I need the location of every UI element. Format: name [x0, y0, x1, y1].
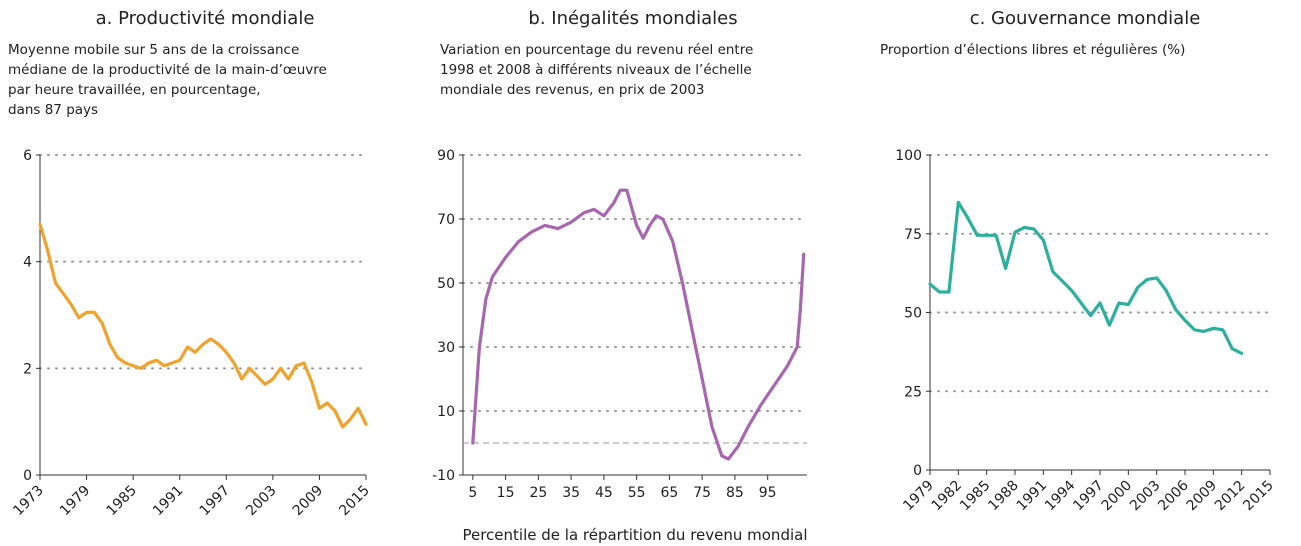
x-tick-label: 95 — [759, 485, 777, 501]
x-tick-label: 25 — [529, 485, 547, 501]
x-tick-label: 2003 — [1127, 478, 1164, 515]
y-tick-label: 30 — [437, 340, 455, 356]
subtitle: médiane de la productivité de la main-d’… — [8, 62, 327, 78]
x-tick-label: 1982 — [929, 478, 966, 515]
y-tick-label: 70 — [437, 212, 455, 228]
y-tick-label: 100 — [895, 148, 922, 164]
subtitle: Variation en pourcentage du revenu réel … — [440, 42, 753, 58]
y-tick-label: 90 — [437, 148, 455, 164]
x-tick-label: 1985 — [103, 483, 140, 520]
y-tick-label: 75 — [904, 227, 922, 243]
data-line — [38, 222, 368, 429]
y-tick-label: 0 — [913, 463, 922, 479]
x-tick-label: 2009 — [1184, 478, 1221, 515]
y-tick-label: 50 — [904, 306, 922, 322]
y-tick-label: 0 — [23, 468, 32, 484]
subtitle: mondiale des revenus, en prix de 2003 — [440, 82, 705, 98]
subtitle: Moyenne mobile sur 5 ans de la croissanc… — [8, 42, 299, 58]
x-tick-label: 2015 — [336, 483, 373, 520]
x-tick-label: 1997 — [1070, 478, 1107, 515]
chart-title: b. Inégalités mondiales — [528, 8, 737, 29]
x-tick-label: 1997 — [197, 483, 234, 520]
x-axis-label: Percentile de la répartition du revenu m… — [462, 526, 807, 544]
x-tick-label: 85 — [726, 485, 744, 501]
x-tick-label: 2000 — [1099, 478, 1136, 515]
x-tick-label: 5 — [468, 485, 477, 501]
chart-title: c. Gouvernance mondiale — [970, 8, 1201, 29]
y-tick-label: 6 — [23, 148, 32, 164]
subtitle: par heure travaillée, en pourcentage, — [8, 82, 261, 98]
x-tick-label: 2006 — [1155, 477, 1192, 514]
y-tick-label: 2 — [23, 361, 32, 377]
subtitle: dans 87 pays — [8, 102, 98, 118]
x-tick-label: 55 — [628, 485, 646, 501]
x-tick-label: 1988 — [985, 478, 1022, 515]
x-tick-label: 65 — [660, 485, 678, 501]
x-tick-label: 1994 — [1042, 477, 1079, 514]
y-tick-label: -10 — [432, 468, 455, 484]
y-tick-label: 10 — [437, 404, 455, 420]
x-tick-label: 1979 — [900, 478, 937, 515]
x-tick-label: 1991 — [150, 483, 187, 520]
x-tick-label: 15 — [497, 485, 515, 501]
x-tick-label: 1985 — [957, 478, 994, 515]
y-tick-label: 4 — [23, 255, 32, 271]
x-tick-label: 2009 — [290, 483, 327, 520]
data-line — [928, 200, 1244, 355]
x-tick-label: 2015 — [1240, 478, 1277, 515]
x-tick-label: 35 — [562, 485, 580, 501]
x-tick-label: 2003 — [243, 483, 280, 520]
subtitle: 1998 et 2008 à différents niveaux de l’é… — [440, 62, 752, 78]
data-line — [471, 188, 806, 461]
y-tick-label: 25 — [904, 384, 922, 400]
x-tick-label: 1979 — [57, 483, 94, 520]
y-tick-label: 50 — [437, 276, 455, 292]
x-tick-label: 45 — [595, 485, 613, 501]
chart-title: a. Productivité mondiale — [96, 8, 315, 29]
subtitle: Proportion d’élections libres et réguliè… — [880, 42, 1185, 58]
x-tick-label: 1991 — [1014, 478, 1051, 515]
x-tick-label: 2012 — [1212, 478, 1249, 515]
x-tick-label: 75 — [693, 485, 711, 501]
x-tick-label: 1973 — [10, 483, 47, 520]
